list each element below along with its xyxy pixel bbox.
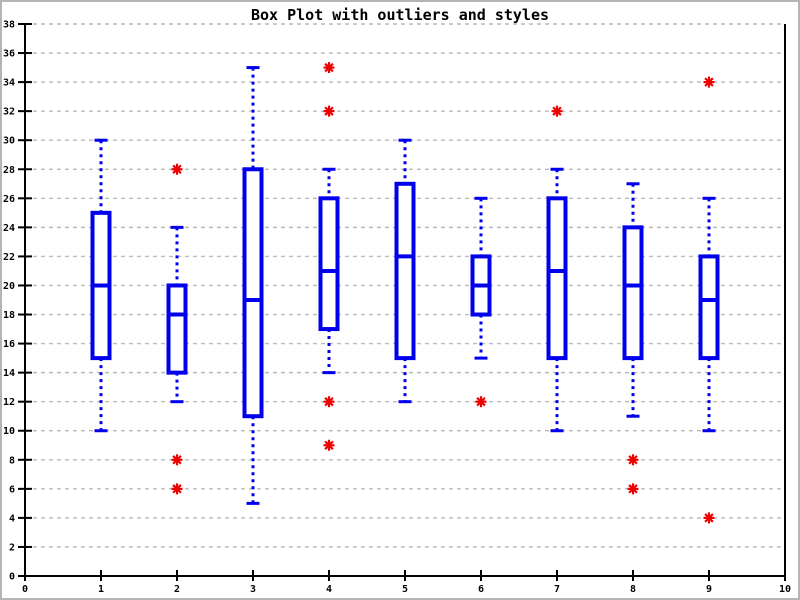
outlier-marker	[323, 105, 335, 117]
x-tick-label: 0	[22, 584, 28, 595]
y-tick-label: 14	[3, 368, 15, 379]
y-tick-label: 6	[9, 484, 15, 495]
y-tick-label: 8	[9, 455, 15, 466]
outlier-marker	[323, 62, 335, 74]
box-and-whisker	[394, 138, 416, 404]
y-tick-label: 34	[3, 78, 15, 89]
x-tick-label: 9	[706, 584, 712, 595]
y-tick-label: 2	[9, 542, 15, 553]
outlier-marker	[171, 163, 183, 175]
x-tick-label: 7	[554, 584, 560, 595]
x-tick-label: 1	[98, 584, 104, 595]
box-and-whisker	[318, 62, 340, 451]
outlier-marker	[171, 483, 183, 495]
y-tick-label: 36	[3, 49, 15, 60]
y-tick-label: 12	[3, 397, 15, 408]
outlier-stroke	[324, 397, 334, 407]
y-tick-label: 30	[3, 136, 15, 147]
y-tick-label: 38	[3, 20, 15, 31]
outlier-stroke	[172, 484, 182, 494]
outlier-stroke	[704, 77, 714, 87]
outlier-marker	[703, 76, 715, 88]
box-and-whisker	[242, 66, 264, 505]
outlier-marker	[627, 483, 639, 495]
box-and-whisker	[622, 182, 644, 495]
x-tick-label: 3	[250, 584, 256, 595]
outlier-marker	[627, 454, 639, 466]
box-and-whisker	[546, 105, 568, 433]
y-tick-label: 0	[9, 572, 15, 583]
y-tick-label: 24	[3, 223, 15, 234]
outlier-marker	[703, 512, 715, 524]
y-tick-label: 32	[3, 107, 15, 118]
box-rect	[166, 283, 188, 375]
outlier-marker	[323, 439, 335, 451]
box-rect	[394, 181, 416, 361]
outlier-stroke	[324, 440, 334, 450]
y-tick-label: 20	[3, 281, 15, 292]
outlier-stroke	[476, 397, 486, 407]
box-and-whisker	[166, 163, 188, 495]
box-rect	[318, 196, 340, 332]
y-tick-label: 10	[3, 426, 15, 437]
box-and-whisker	[90, 138, 112, 433]
y-tick-label: 18	[3, 310, 15, 321]
x-tick-label: 6	[478, 584, 484, 595]
box-rect	[698, 254, 720, 361]
outlier-marker	[171, 454, 183, 466]
outlier-stroke	[552, 106, 562, 116]
x-tick-label: 10	[779, 584, 791, 595]
box-rect	[242, 167, 264, 419]
box-rect	[546, 196, 568, 361]
outlier-stroke	[324, 62, 334, 73]
outlier-marker	[475, 396, 487, 408]
outlier-stroke	[324, 106, 334, 116]
x-tick-label: 8	[630, 584, 636, 595]
box-and-whisker	[698, 76, 720, 524]
box-rect	[622, 225, 644, 361]
x-tick-label: 5	[402, 584, 408, 595]
outlier-stroke	[172, 164, 182, 174]
outlier-stroke	[628, 455, 638, 465]
y-tick-label: 16	[3, 339, 15, 350]
box-and-whisker	[470, 196, 492, 408]
outlier-stroke	[704, 513, 714, 523]
y-tick-label: 22	[3, 252, 15, 263]
outlier-stroke	[628, 484, 638, 494]
y-tick-label: 26	[3, 194, 15, 205]
chart-title: Box Plot with outliers and styles	[250, 6, 549, 24]
y-tick-label: 4	[9, 513, 15, 524]
x-tick-label: 2	[174, 584, 180, 595]
y-tick-label: 28	[3, 165, 15, 176]
outlier-marker	[323, 396, 335, 408]
x-tick-label: 4	[326, 584, 332, 595]
outlier-marker	[551, 105, 563, 117]
outlier-stroke	[172, 455, 182, 465]
